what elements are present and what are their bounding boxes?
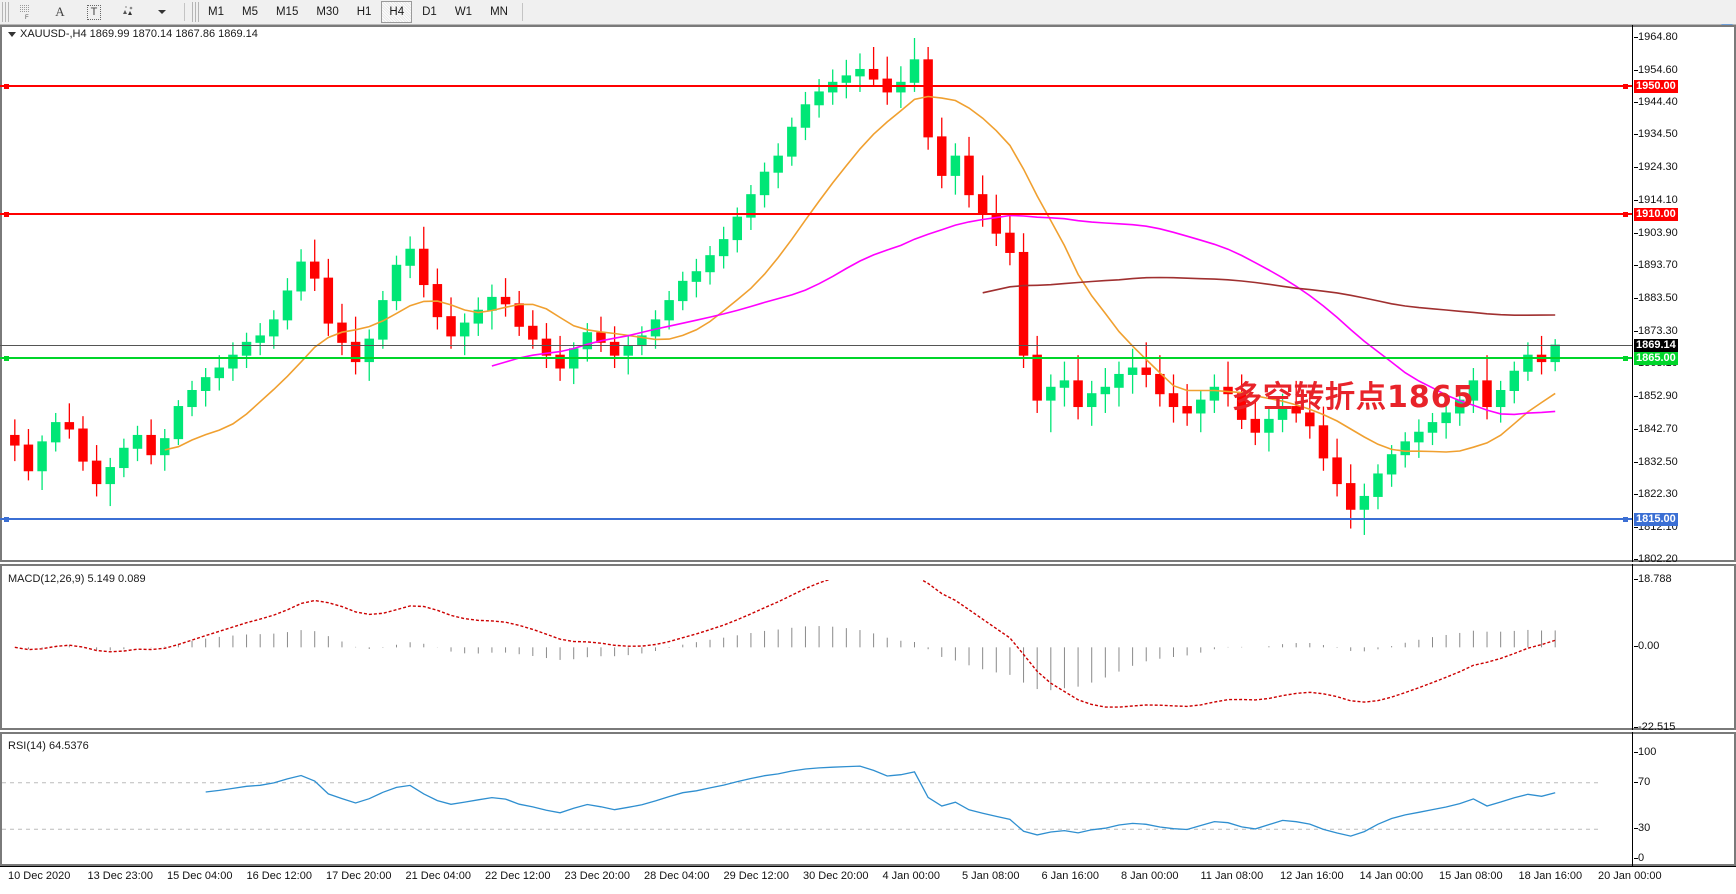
time-tick: 12 Jan 16:00 bbox=[1280, 870, 1344, 882]
time-tick: 8 Jan 00:00 bbox=[1121, 870, 1179, 882]
price-marker-resistance[interactable]: 1910.00 bbox=[1634, 207, 1678, 221]
price-tick: 1944.40 bbox=[1634, 96, 1678, 108]
price-tick: 1964.80 bbox=[1634, 31, 1678, 43]
hline-handle[interactable] bbox=[1623, 516, 1628, 522]
price-tick: 1822.30 bbox=[1634, 488, 1678, 500]
chart-header[interactable]: XAUUSD-,H4 1869.99 1870.14 1867.86 1869.… bbox=[8, 28, 258, 40]
price-marker-resistance[interactable]: 1950.00 bbox=[1634, 79, 1678, 93]
hline-1910[interactable] bbox=[0, 212, 1632, 215]
timeframe-d1[interactable]: D1 bbox=[422, 6, 437, 18]
time-tick: 22 Dec 12:00 bbox=[485, 870, 551, 882]
rsi-tick: 100 bbox=[1634, 746, 1656, 758]
timeframe-h1[interactable]: H1 bbox=[356, 6, 372, 18]
macd-panel bbox=[0, 564, 1736, 730]
timeframe-h4[interactable]: H4 bbox=[381, 1, 413, 23]
hline-handle[interactable] bbox=[4, 211, 9, 217]
hline-handle[interactable] bbox=[1623, 356, 1628, 362]
time-tick: 15 Dec 04:00 bbox=[167, 870, 233, 882]
time-tick: 18 Jan 16:00 bbox=[1518, 870, 1583, 882]
hline-handle[interactable] bbox=[4, 356, 9, 362]
price-tick: 1852.90 bbox=[1634, 390, 1678, 402]
time-tick: 10 Dec 2020 bbox=[8, 870, 71, 882]
rsi-tick: 30 bbox=[1634, 822, 1650, 834]
grip-handle-2[interactable] bbox=[192, 2, 199, 22]
toolbar: F A T M1 M5 M15 M30 H1 H4 D1 W1 MN bbox=[0, 0, 1736, 25]
crosshair-grid-icon[interactable]: F bbox=[10, 1, 42, 23]
toolbar-divider-2 bbox=[521, 3, 523, 21]
price-tick: 1802.20 bbox=[1634, 553, 1678, 565]
time-tick: 5 Jan 08:00 bbox=[962, 870, 1020, 882]
hline-1865[interactable] bbox=[0, 357, 1632, 360]
chart-menu-arrow-icon[interactable] bbox=[8, 31, 16, 37]
price-tick: 1893.70 bbox=[1634, 259, 1678, 271]
time-tick: 16 Dec 12:00 bbox=[246, 870, 312, 882]
time-tick: 14 Jan 00:00 bbox=[1359, 870, 1424, 882]
toolbar-divider bbox=[184, 3, 185, 21]
time-tick: 15 Jan 08:00 bbox=[1439, 870, 1503, 882]
chart-header-text: XAUUSD-,H4 1869.99 1870.14 1867.86 1869.… bbox=[20, 28, 258, 40]
price-tick: 1873.30 bbox=[1634, 325, 1678, 337]
rsi-label[interactable]: RSI(14) 64.5376 bbox=[8, 740, 89, 752]
svg-text:F: F bbox=[25, 15, 29, 20]
timeframe-m1[interactable]: M1 bbox=[208, 6, 224, 18]
text-object-glyph: T bbox=[86, 4, 102, 20]
macd-label[interactable]: MACD(12,26,9) 5.149 0.089 bbox=[8, 573, 146, 585]
time-tick: 6 Jan 16:00 bbox=[1041, 870, 1100, 882]
hline-handle[interactable] bbox=[4, 83, 9, 89]
macd-scale[interactable] bbox=[1632, 564, 1736, 730]
hline-1815[interactable] bbox=[0, 517, 1632, 520]
time-tick: 29 Dec 12:00 bbox=[723, 870, 789, 882]
hline-handle[interactable] bbox=[1623, 83, 1628, 89]
timeframe-mn[interactable]: MN bbox=[490, 6, 508, 18]
hline-1950[interactable] bbox=[0, 84, 1632, 87]
hline-1869.14[interactable] bbox=[0, 345, 1632, 347]
macd-plot-area[interactable] bbox=[2, 580, 1632, 728]
price-tick: 1903.90 bbox=[1634, 227, 1678, 239]
time-tick: 28 Dec 04:00 bbox=[644, 870, 710, 882]
macd-tick: 0.00 bbox=[1634, 640, 1659, 652]
indicators-icon[interactable] bbox=[112, 1, 144, 23]
rsi-tick: 0 bbox=[1634, 852, 1644, 864]
price-tick: 1954.60 bbox=[1634, 64, 1678, 76]
hline-handle[interactable] bbox=[4, 516, 9, 522]
price-tick: 1924.30 bbox=[1634, 161, 1678, 173]
macd-tick: -22.515 bbox=[1634, 721, 1675, 733]
time-tick: 17 Dec 20:00 bbox=[326, 870, 392, 882]
hline-handle[interactable] bbox=[1623, 211, 1628, 217]
timeframe-m15[interactable]: M15 bbox=[275, 6, 299, 18]
price-scale[interactable] bbox=[1632, 25, 1736, 562]
price-tick: 1842.70 bbox=[1634, 423, 1678, 435]
macd-tick: 18.788 bbox=[1634, 573, 1672, 585]
rsi-scale[interactable] bbox=[1632, 732, 1736, 866]
time-tick: 21 Dec 04:00 bbox=[405, 870, 471, 882]
timeframe-w1[interactable]: W1 bbox=[454, 6, 473, 18]
time-axis[interactable]: 10 Dec 2020 13 Dec 23:00 15 Dec 04:00 16 De… bbox=[0, 866, 1736, 894]
chevron-down-icon[interactable] bbox=[146, 1, 178, 23]
price-marker-bid[interactable]: 1869.14 bbox=[1634, 339, 1678, 353]
price-marker-pivot[interactable]: 1865.00 bbox=[1634, 352, 1678, 366]
time-tick: 30 Dec 20:00 bbox=[803, 870, 869, 882]
time-tick: 23 Dec 20:00 bbox=[564, 870, 630, 882]
text-label-icon[interactable]: A bbox=[55, 4, 65, 19]
price-tick: 1883.50 bbox=[1634, 292, 1678, 304]
price-tick: 1934.50 bbox=[1634, 128, 1678, 140]
timeframe-m30[interactable]: M30 bbox=[316, 6, 339, 18]
rsi-tick: 70 bbox=[1634, 776, 1650, 788]
price-plot-area[interactable] bbox=[2, 38, 1632, 560]
price-tick: 1832.50 bbox=[1634, 456, 1678, 468]
rsi-panel bbox=[0, 732, 1736, 866]
price-marker-support[interactable]: 1815.00 bbox=[1634, 512, 1678, 526]
time-tick: 20 Jan 00:00 bbox=[1598, 870, 1662, 882]
timeframe-m5[interactable]: M5 bbox=[241, 6, 258, 18]
text-object-icon[interactable]: T bbox=[78, 1, 110, 23]
time-tick: 11 Jan 08:00 bbox=[1200, 870, 1264, 882]
grip-handle[interactable] bbox=[2, 2, 9, 22]
time-tick: 13 Dec 23:00 bbox=[87, 870, 153, 882]
time-tick: 4 Jan 00:00 bbox=[882, 870, 941, 882]
rsi-plot-area[interactable] bbox=[2, 748, 1632, 864]
chart-annotation-text: 多空转折点1865 bbox=[1232, 380, 1475, 415]
price-tick: 1914.10 bbox=[1634, 194, 1678, 206]
